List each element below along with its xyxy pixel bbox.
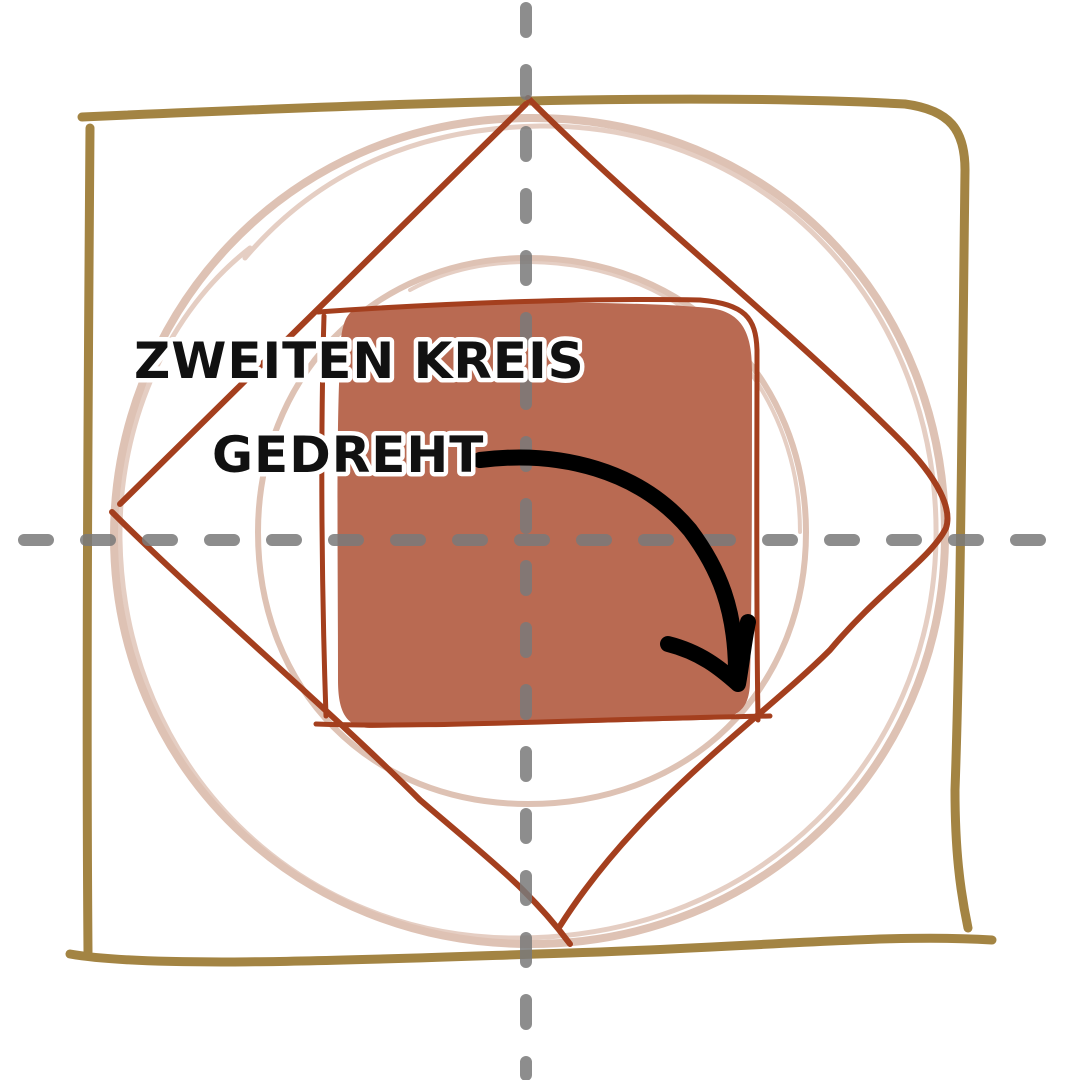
annotation-line-2: GEDREHT xyxy=(212,426,484,484)
inner-square xyxy=(313,297,773,728)
annotation-label: ZWEITEN KREIS GEDREHT xyxy=(130,328,589,489)
inner-circle xyxy=(254,254,810,808)
outer-square xyxy=(65,94,997,967)
rotation-arrow xyxy=(472,449,756,692)
guide-lines xyxy=(18,2,1080,1080)
annotation-line-1: ZWEITEN KREIS xyxy=(134,332,585,390)
